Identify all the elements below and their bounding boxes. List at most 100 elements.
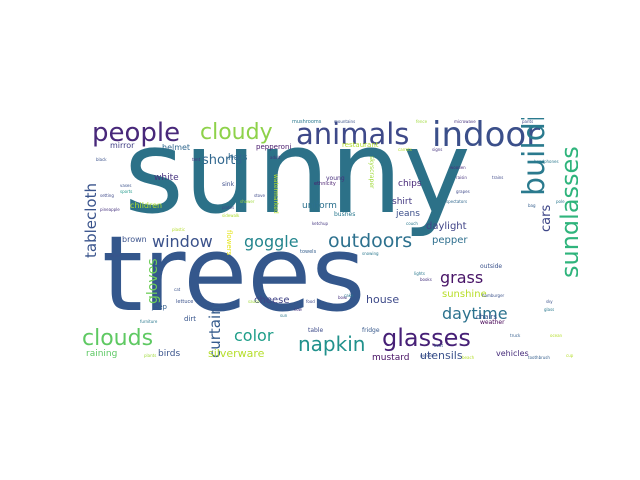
word: plastic [172, 227, 186, 232]
word: grapes [456, 189, 470, 194]
word: building [517, 118, 552, 196]
word: books [420, 277, 432, 282]
word: shirt [392, 197, 413, 207]
word: toothbrush [528, 355, 550, 360]
word: helmet [162, 143, 191, 152]
word: trains [492, 175, 504, 180]
word: window [152, 232, 213, 251]
word: table [308, 327, 324, 334]
word: pole [556, 199, 565, 204]
word: silverware [208, 347, 265, 360]
word: gender [420, 353, 435, 358]
word: sauce [248, 299, 260, 304]
word: vehicles [496, 349, 529, 358]
word: sidewalk [222, 213, 240, 218]
word: chairs [476, 313, 498, 321]
word: boat [434, 343, 444, 348]
word: cup [566, 353, 574, 358]
word: glass [544, 307, 555, 312]
word: bowl [338, 295, 348, 300]
word: flowers [225, 230, 233, 256]
word: daylight [426, 221, 467, 232]
word: grass [440, 268, 484, 287]
word: black [96, 157, 107, 162]
word: couch [406, 221, 418, 226]
word: people [92, 118, 181, 148]
word: furniture [140, 319, 158, 324]
word: outdoors [328, 230, 413, 252]
word: mountains [334, 119, 356, 124]
word: birds [158, 349, 181, 359]
word: pepper [432, 235, 468, 246]
word: utensils [420, 349, 463, 362]
word: mustard [372, 353, 410, 363]
word: beach [462, 355, 475, 360]
word: ketchup [312, 221, 329, 226]
word: spectators [446, 199, 468, 204]
word: stove [254, 193, 265, 198]
word: hats [228, 153, 248, 163]
word: mirror [110, 141, 135, 150]
word: vases [120, 183, 132, 188]
word: color [234, 326, 274, 345]
word: daytime [442, 304, 508, 323]
word: weather [480, 319, 505, 326]
word: outside [480, 263, 503, 270]
word: skyscraper [368, 156, 375, 189]
word: ethnicity [314, 181, 336, 187]
word: adult [270, 155, 281, 160]
word: cloudy [200, 120, 273, 145]
word: animals [296, 118, 410, 151]
word: snowing [362, 251, 379, 256]
word: pepperoni [256, 143, 292, 151]
word: brown [122, 235, 147, 244]
word: fridge [362, 327, 380, 334]
word: towels [300, 249, 317, 255]
word: clouds [82, 326, 154, 351]
word: raisin [456, 175, 467, 180]
word: restaurant [342, 141, 379, 149]
word: lettuce [176, 299, 194, 305]
word: plates [222, 205, 235, 210]
word: cars [539, 204, 554, 232]
word: wooden [450, 165, 466, 170]
word: shorts [202, 153, 243, 168]
word: fence [416, 119, 428, 124]
word: goggle [244, 232, 299, 251]
word: food [306, 299, 315, 304]
word: shower [240, 199, 255, 204]
word: gloves [145, 258, 161, 304]
word: cheese [254, 295, 290, 306]
word: setting [100, 193, 114, 198]
word: sunglasses [556, 146, 578, 278]
word: signs [432, 147, 443, 152]
word: uniform [302, 201, 337, 211]
word: bushes [334, 211, 356, 218]
word: napkin [298, 332, 366, 356]
word: cow [294, 307, 302, 312]
word-cloud: sunny trees indoor animals people cloudy… [80, 118, 578, 370]
word: stripes [108, 253, 122, 258]
word: watermarked [272, 174, 279, 214]
word: chips [398, 179, 422, 189]
word: sink [222, 181, 235, 188]
word: house [366, 293, 400, 306]
word: cake [344, 293, 354, 298]
word: children [130, 201, 163, 210]
word: headphones [534, 159, 559, 164]
word: tablecloth [82, 183, 100, 258]
word: white [154, 173, 179, 183]
word: pants [522, 119, 534, 124]
word: sky [546, 299, 553, 304]
word: mushrooms [292, 119, 322, 125]
word: dirt [184, 315, 197, 323]
word: cat [174, 287, 181, 292]
word: microwave [454, 119, 476, 124]
word: pineapple [100, 207, 120, 212]
word: lights [414, 271, 425, 276]
word: plants [144, 353, 157, 358]
word: young [326, 175, 345, 182]
word: sunny [124, 118, 471, 240]
word: sunshine [442, 289, 487, 300]
word: bag [528, 203, 536, 208]
